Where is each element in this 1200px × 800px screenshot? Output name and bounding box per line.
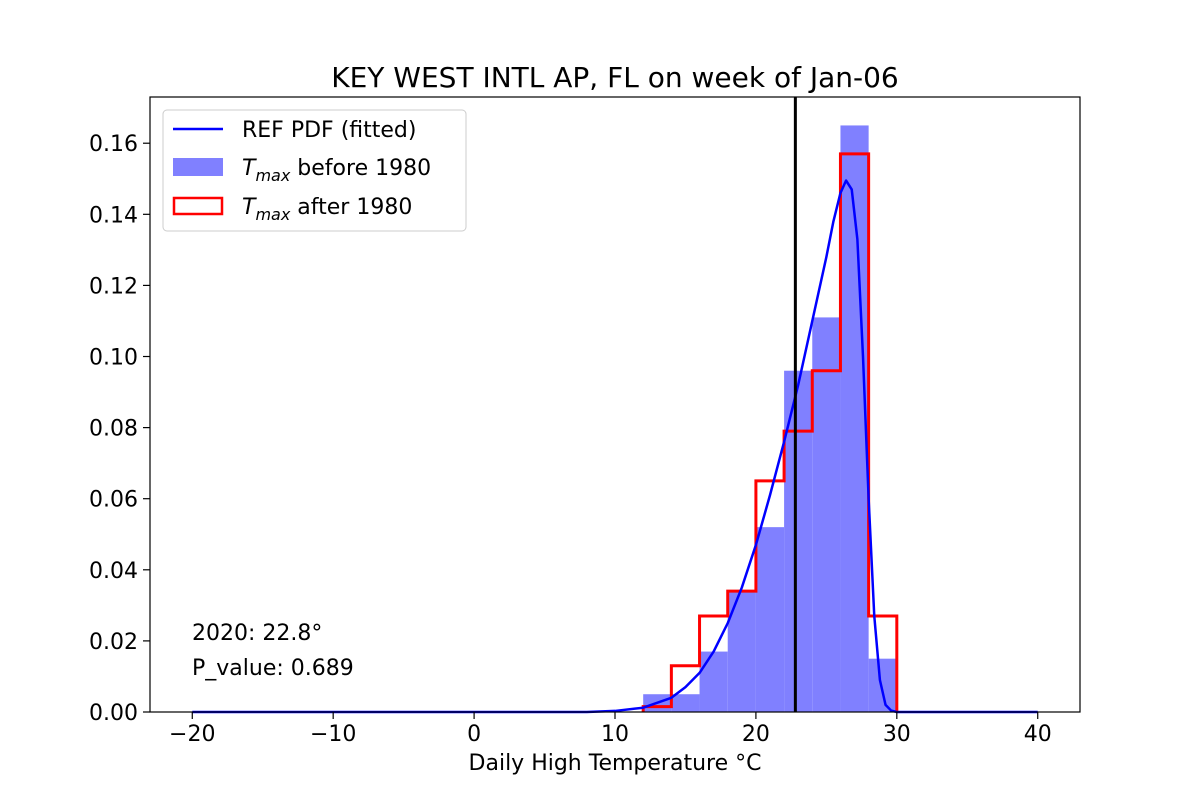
y-tick-label: 0.00	[89, 701, 138, 726]
x-tick-label: −20	[169, 722, 215, 747]
legend: REF PDF (fitted) Tmax before 1980 Tmax aft…	[162, 109, 467, 232]
y-tick-label: 0.02	[89, 630, 138, 655]
x-tick-label: 0	[467, 722, 481, 747]
ref-pdf-line	[192, 179, 1038, 714]
y-tick-label: 0.16	[89, 132, 138, 157]
legend-label: Tmax after 1980	[242, 195, 412, 224]
y-tick-label: 0.10	[89, 346, 138, 371]
legend-label: Tmax before 1980	[242, 156, 431, 185]
after-1980-step-line	[641, 152, 899, 712]
x-axis-label: Daily High Temperature °C	[469, 751, 762, 776]
y-tick-label: 0.08	[89, 417, 138, 442]
before-1980-bar	[812, 317, 841, 712]
legend-swatch-before-1980	[173, 158, 223, 176]
y-tick-label: 0.04	[89, 559, 138, 584]
before-1980-bars	[643, 125, 897, 712]
y-tick-label: 0.14	[89, 203, 138, 228]
before-1980-bar	[671, 694, 700, 712]
legend-swatch-after-1980	[172, 196, 224, 216]
legend-box	[162, 109, 467, 232]
x-tick-label: 40	[1024, 722, 1052, 747]
ref-pdf-curve	[192, 179, 1038, 714]
before-1980-bar	[699, 651, 728, 712]
before-1980-bar	[868, 658, 897, 712]
before-1980-bar	[755, 527, 785, 712]
pvalue-annotation: P_value: 0.689	[192, 656, 354, 681]
chart-title: KEY WEST INTL AP, FL on week of Jan-06	[331, 61, 899, 94]
x-tick-label: 30	[883, 722, 911, 747]
y-tick-label: 0.06	[89, 488, 138, 513]
year-annotation: 2020: 22.8°	[192, 621, 322, 646]
y-tick-label: 0.12	[89, 274, 138, 299]
x-tick-label: 20	[742, 722, 770, 747]
x-tick-label: 10	[601, 722, 629, 747]
x-tick-label: −10	[310, 722, 356, 747]
after-1980-steps	[641, 152, 899, 712]
ticks: −20 −10 0 10 20 30 40 0.00 0.02 0.04 0.06 0.08 0.10 0…	[89, 132, 1052, 747]
legend-label: REF PDF (fitted)	[242, 118, 416, 143]
